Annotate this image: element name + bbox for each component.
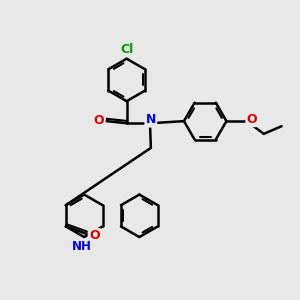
Text: Cl: Cl (120, 43, 133, 56)
Text: O: O (94, 114, 104, 127)
Text: O: O (247, 113, 257, 126)
Text: O: O (89, 229, 100, 242)
Text: N: N (146, 113, 156, 126)
Text: NH: NH (72, 240, 92, 253)
